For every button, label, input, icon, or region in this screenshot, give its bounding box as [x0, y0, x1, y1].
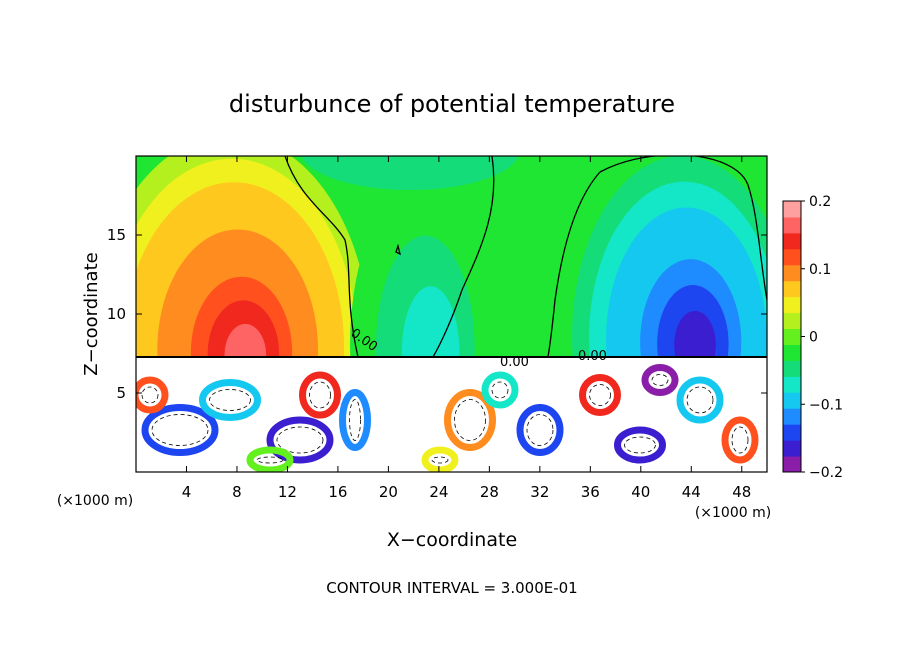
colorbar-segment — [783, 328, 801, 345]
colorbar-segment — [783, 248, 801, 266]
contour-label-2: 0.00 — [500, 355, 529, 370]
turbulent-eddy — [579, 374, 621, 416]
colorbar-segment — [783, 296, 801, 314]
turbulent-eddy — [516, 404, 564, 456]
turbulent-contour — [276, 426, 324, 454]
colorbar-segment — [783, 201, 801, 218]
colorbar-segment — [783, 376, 801, 393]
turbulent-eddy — [141, 404, 219, 456]
turbulent-eddy — [136, 376, 169, 414]
y-axis-label: Z−coordinate — [81, 252, 102, 375]
turbulent-contour — [349, 399, 361, 441]
colorbar-tick-label: 0.1 — [809, 262, 831, 278]
contour-lines — [136, 156, 767, 358]
colorbar-segment — [783, 312, 801, 330]
turbulent-contour — [651, 374, 669, 386]
x-tick-label: 44 — [682, 483, 701, 501]
turbulent-contour — [731, 426, 749, 454]
turbulent-eddy — [339, 389, 371, 451]
turbulent-eddy — [614, 426, 666, 464]
contour-interval-text: CONTOUR INTERVAL = 3.000E-01 — [326, 579, 577, 597]
turbulent-eddy — [246, 446, 294, 472]
x-tick-label: 36 — [581, 483, 600, 501]
y-unit-label: (×1000 m) — [57, 493, 133, 509]
colorbar-segment — [783, 344, 801, 361]
turbulent-layer — [136, 357, 767, 472]
x-tick-label: 12 — [278, 483, 297, 501]
turbulent-contour — [141, 386, 159, 404]
colorbar-segment — [783, 424, 801, 441]
contour-label-3: 0.00 — [578, 349, 607, 364]
x-tick-label: 40 — [631, 483, 650, 501]
turbulent-eddy — [421, 446, 459, 472]
turbulent-eddy — [199, 379, 261, 421]
turbulent-contour — [686, 386, 714, 414]
x-tick-label: 48 — [732, 483, 751, 501]
colorbar-segment — [783, 392, 801, 409]
colorbar-tick-label: 0.2 — [809, 194, 831, 210]
chart-title: disturbunce of potential temperature — [229, 90, 675, 118]
x-tick-label: 32 — [530, 483, 549, 501]
y-tick-label: 10 — [107, 305, 126, 323]
colorbar-segment — [783, 440, 801, 457]
colorbar-segment — [783, 408, 801, 425]
turbulent-contour — [151, 414, 209, 446]
x-tick-label: 28 — [480, 483, 499, 501]
turbulent-contour — [454, 399, 486, 441]
x-unit-label: (×1000 m) — [695, 505, 771, 521]
x-tick-label: 8 — [232, 483, 242, 501]
y-tick-label: 5 — [116, 384, 126, 402]
turbulent-eddy — [444, 389, 496, 451]
heatmap-field: 0.00 0.00 0.00 — [136, 156, 767, 472]
turbulent-contour — [209, 389, 251, 411]
y-tick-label: 15 — [107, 226, 126, 244]
colorbar: 0.2 0.1 0 −0.1 −0.2 — [782, 194, 843, 481]
colorbar-segment — [783, 232, 801, 250]
cold-anomaly-top-band — [353, 156, 482, 179]
turbulent-eddy — [676, 376, 724, 424]
turbulent-contour — [431, 456, 449, 464]
colorbar-segment — [783, 264, 801, 282]
x-tick-label: 16 — [328, 483, 347, 501]
colorbar-segment — [783, 360, 801, 377]
zero-contour-3 — [599, 156, 767, 301]
colorbar-tick-label: −0.1 — [809, 397, 843, 413]
zero-contour-4 — [547, 171, 601, 358]
turbulent-eddy — [641, 364, 679, 396]
turbulent-contour — [491, 381, 509, 399]
turbulent-contour — [526, 414, 554, 446]
turbulent-eddy — [481, 371, 519, 409]
turbulent-eddy — [721, 416, 759, 464]
x-tick-label: 4 — [182, 483, 192, 501]
turbulent-contour — [309, 381, 331, 409]
x-tick-label: 20 — [379, 483, 398, 501]
turbulent-contour — [256, 456, 284, 464]
zero-contour-1 — [284, 156, 359, 358]
zero-contour-2 — [432, 156, 495, 358]
turbulent-contour — [589, 384, 611, 406]
colorbar-tick-label: −0.2 — [809, 465, 843, 481]
colorbar-segment — [783, 216, 801, 234]
colorbar-segment — [783, 456, 801, 473]
turbulent-eddy — [266, 416, 334, 464]
turbulent-contour — [624, 436, 656, 454]
small-contour — [395, 243, 401, 256]
turbulent-eddy — [299, 371, 341, 419]
x-tick-label: 24 — [429, 483, 448, 501]
colorbar-tick-label: 0 — [809, 330, 818, 346]
x-axis-label: X−coordinate — [387, 529, 517, 551]
colorbar-segment — [783, 280, 801, 298]
